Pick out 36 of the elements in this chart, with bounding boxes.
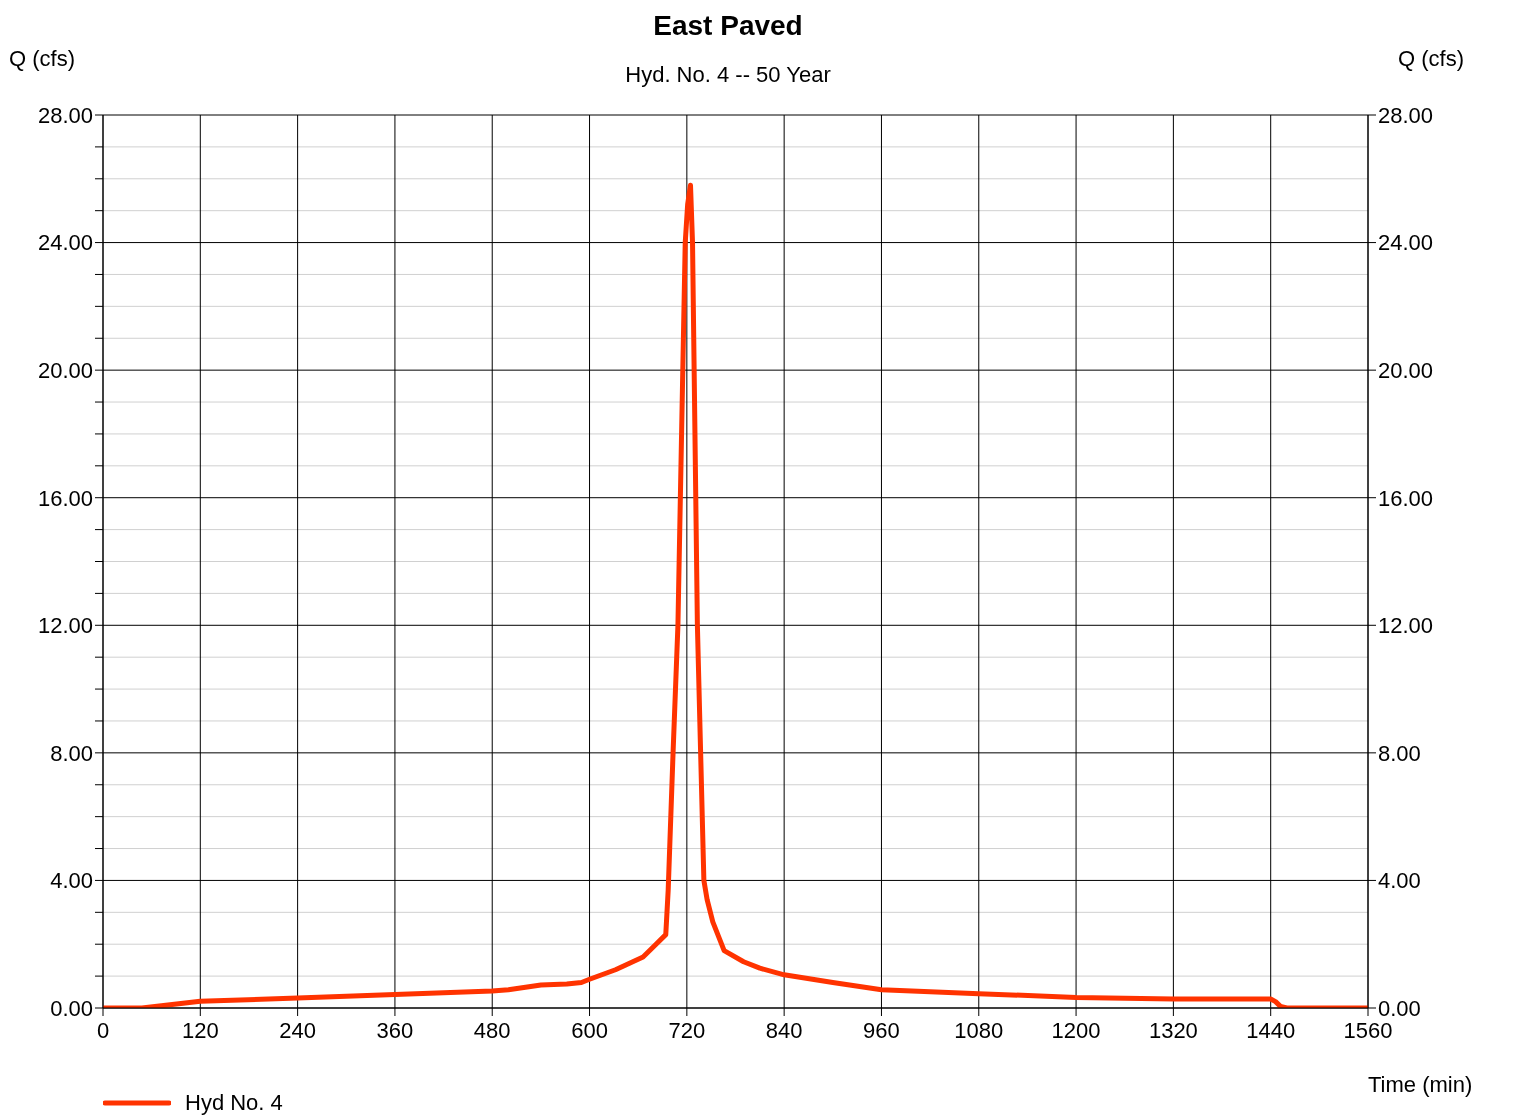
x-tick-label: 960 [863, 1018, 900, 1043]
y2-tick-label: 16.00 [1378, 485, 1434, 511]
legend-label: Hyd No. 4 [185, 1090, 283, 1116]
y2-tick-label: 12.00 [1378, 613, 1434, 639]
x-tick-label: 840 [765, 1018, 803, 1043]
y2-tick-label: 20.00 [1378, 357, 1434, 383]
x-tick-label: 120 [181, 1018, 219, 1043]
x-tick-label: 720 [668, 1018, 706, 1043]
x-axis-title: Time (min) [1368, 1072, 1473, 1098]
x-tick-label: 480 [473, 1018, 511, 1043]
y-tick-label: 4.00 [50, 868, 93, 894]
y-tick-label: 12.00 [37, 613, 93, 639]
y-axis-title: Q (cfs) [9, 46, 75, 72]
y2-tick-label: 8.00 [1378, 740, 1421, 766]
y-tick-label: 16.00 [37, 485, 93, 511]
x-tick-label: 0 [96, 1018, 110, 1043]
y2-tick-label: 28.00 [1378, 102, 1434, 128]
x-tick-label: 1320 [1148, 1018, 1198, 1043]
x-tick-label: 1200 [1051, 1018, 1101, 1043]
y2-tick-label: 0.00 [1378, 995, 1421, 1021]
y2-tick-label: 4.00 [1378, 868, 1421, 894]
x-tick-label: 1080 [954, 1018, 1004, 1043]
x-tick-label: 1440 [1246, 1018, 1296, 1043]
y-tick-label: 24.00 [37, 230, 93, 256]
y-tick-label: 0.00 [50, 995, 93, 1021]
chart-title: East Paved [652, 10, 804, 42]
chart-subtitle: Hyd. No. 4 -- 50 Year [625, 62, 831, 87]
x-tick-label: 240 [279, 1018, 316, 1043]
y-tick-label: 28.00 [37, 102, 93, 128]
y-tick-label: 20.00 [37, 357, 93, 383]
x-tick-label: 360 [376, 1018, 414, 1043]
y-tick-label: 8.00 [50, 740, 93, 766]
x-tick-label: 1560 [1343, 1018, 1393, 1043]
y2-tick-label: 24.00 [1378, 230, 1434, 256]
x-tick-label: 600 [571, 1018, 608, 1043]
y2-axis-title: Q (cfs) [1398, 46, 1464, 72]
